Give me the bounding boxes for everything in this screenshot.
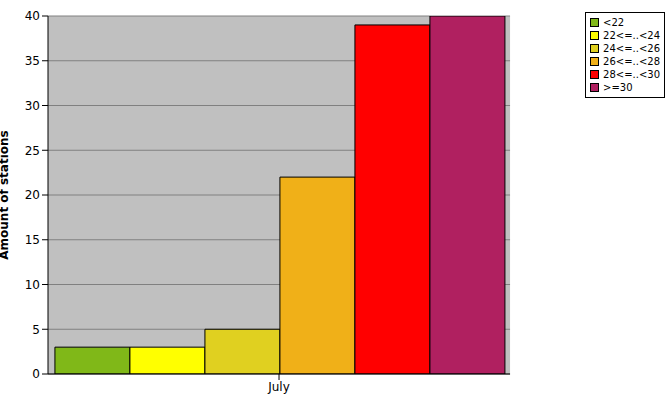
svg-text:5: 5 xyxy=(32,323,40,337)
svg-text:40: 40 xyxy=(25,9,40,23)
svg-text:35: 35 xyxy=(25,54,40,68)
svg-text:0: 0 xyxy=(32,367,40,381)
html-text:24<=..<26: 24<=..<26 xyxy=(603,43,660,54)
svg-text:15: 15 xyxy=(25,233,40,247)
html-text:28<=..<30: 28<=..<30 xyxy=(603,69,660,80)
svg-text:10: 10 xyxy=(25,278,40,292)
svg-text:20: 20 xyxy=(25,188,40,202)
svg-text:July: July xyxy=(267,380,290,394)
svg-text:Amount of stations: Amount of stations xyxy=(8,130,11,259)
html-text:26<=..<28: 26<=..<28 xyxy=(603,56,660,67)
html-text:>=30: >=30 xyxy=(603,82,633,93)
html-text:<22: <22 xyxy=(603,17,625,28)
html-text:22<=..<24: 22<=..<24 xyxy=(603,30,660,41)
svg-text:30: 30 xyxy=(25,99,40,113)
svg-text:25: 25 xyxy=(25,144,40,158)
